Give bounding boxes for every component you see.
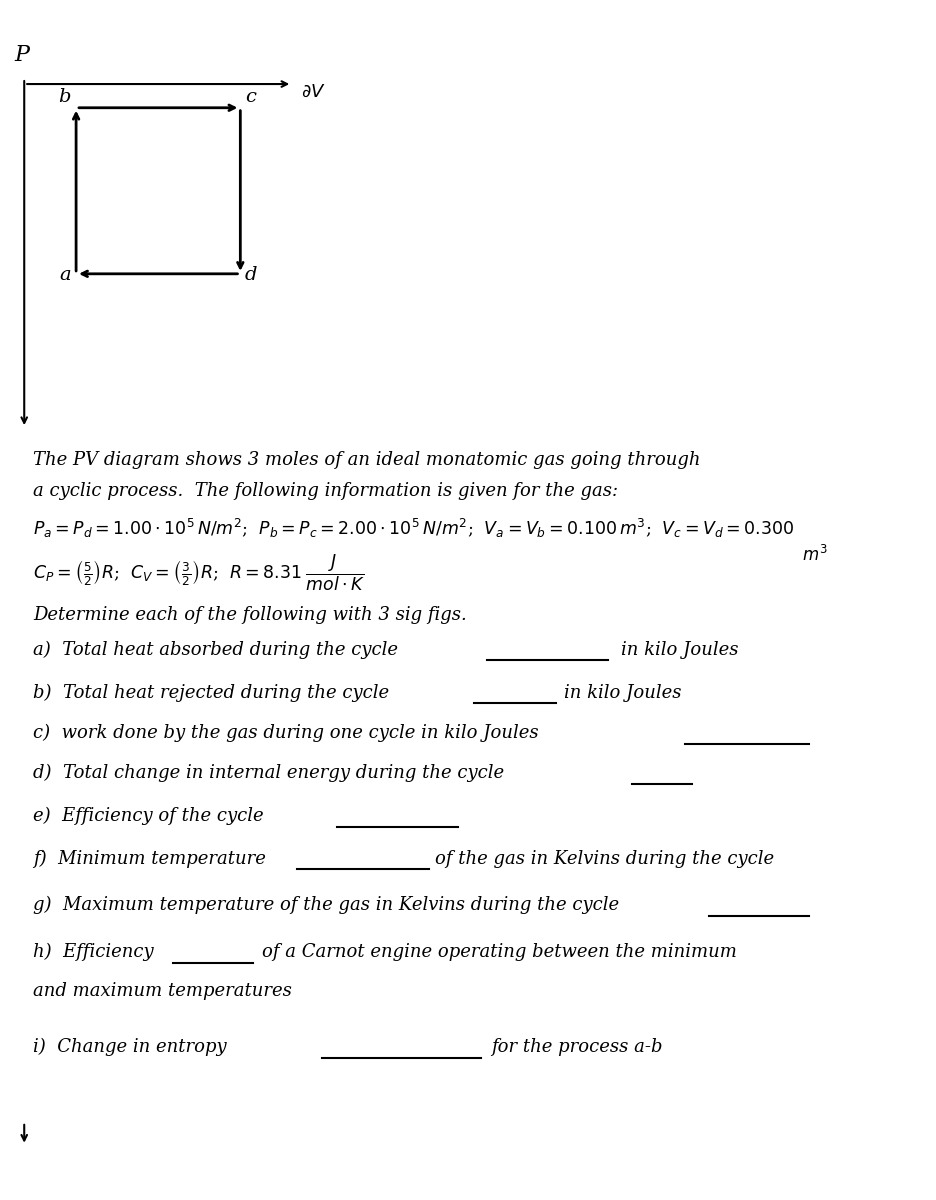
Text: h)  Efficiency: h) Efficiency <box>33 943 154 961</box>
Text: a cyclic process.  The following information is given for the gas:: a cyclic process. The following informat… <box>33 482 618 500</box>
Text: $\partial V$: $\partial V$ <box>300 83 326 101</box>
Text: g)  Maximum temperature of the gas in Kelvins during the cycle: g) Maximum temperature of the gas in Kel… <box>33 895 619 914</box>
Text: b)  Total heat rejected during the cycle: b) Total heat rejected during the cycle <box>33 683 389 702</box>
Text: $P_a = P_d = 1.00 \cdot 10^5 \, N/m^2$;  $P_b = P_c = 2.00 \cdot 10^5 \, N/m^2$;: $P_a = P_d = 1.00 \cdot 10^5 \, N/m^2$; … <box>33 517 795 540</box>
Text: Determine each of the following with 3 sig figs.: Determine each of the following with 3 s… <box>33 606 467 624</box>
Text: and maximum temperatures: and maximum temperatures <box>33 983 292 1001</box>
Text: $m^3$: $m^3$ <box>802 545 827 565</box>
Text: b: b <box>59 88 71 106</box>
Text: c: c <box>245 88 256 106</box>
Text: $C_P = \left(\frac{5}{2}\right)R$;  $C_V = \left(\frac{3}{2}\right)R$;  $R = 8.3: $C_P = \left(\frac{5}{2}\right)R$; $C_V … <box>33 552 365 593</box>
Text: f)  Minimum temperature: f) Minimum temperature <box>33 850 266 868</box>
Text: in kilo Joules: in kilo Joules <box>621 641 739 659</box>
Text: The PV diagram shows 3 moles of an ideal monatomic gas going through: The PV diagram shows 3 moles of an ideal… <box>33 451 700 469</box>
Text: d)  Total change in internal energy during the cycle: d) Total change in internal energy durin… <box>33 764 504 782</box>
Text: a: a <box>59 265 71 283</box>
Text: for the process a-b: for the process a-b <box>491 1038 663 1056</box>
Text: e)  Efficiency of the cycle: e) Efficiency of the cycle <box>33 806 264 824</box>
Text: of a Carnot engine operating between the minimum: of a Carnot engine operating between the… <box>262 943 737 961</box>
Text: d: d <box>244 265 257 283</box>
Text: i)  Change in entropy: i) Change in entropy <box>33 1038 227 1056</box>
Text: in kilo Joules: in kilo Joules <box>564 684 682 702</box>
Text: of the gas in Kelvins during the cycle: of the gas in Kelvins during the cycle <box>435 850 774 868</box>
Text: P: P <box>14 44 29 66</box>
Text: a)  Total heat absorbed during the cycle: a) Total heat absorbed during the cycle <box>33 641 398 659</box>
Text: c)  work done by the gas during one cycle in kilo Joules: c) work done by the gas during one cycle… <box>33 724 538 742</box>
